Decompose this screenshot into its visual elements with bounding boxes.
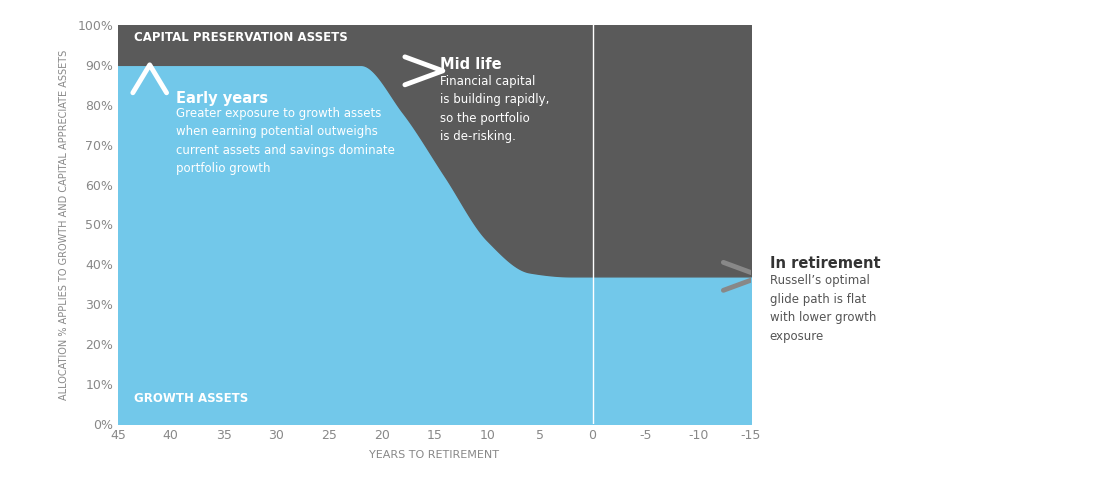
Text: Early years: Early years — [176, 91, 268, 106]
Text: Mid life: Mid life — [440, 57, 502, 72]
X-axis label: YEARS TO RETIREMENT: YEARS TO RETIREMENT — [370, 450, 499, 460]
Text: Financial capital
is building rapidly,
so the portfolio
is de-risking.: Financial capital is building rapidly, s… — [440, 75, 549, 144]
Text: Greater exposure to growth assets
when earning potential outweighs
current asset: Greater exposure to growth assets when e… — [176, 107, 395, 175]
Text: CAPITAL PRESERVATION ASSETS: CAPITAL PRESERVATION ASSETS — [134, 31, 348, 44]
Text: GROWTH ASSETS: GROWTH ASSETS — [134, 392, 249, 405]
Text: Russell’s optimal
glide path is flat
with lower growth
exposure: Russell’s optimal glide path is flat wit… — [770, 274, 877, 343]
Text: In retirement: In retirement — [770, 256, 880, 271]
Y-axis label: ALLOCATION % APPLIES TO GROWTH AND CAPITAL APPRECIATE ASSETS: ALLOCATION % APPLIES TO GROWTH AND CAPIT… — [59, 50, 69, 399]
